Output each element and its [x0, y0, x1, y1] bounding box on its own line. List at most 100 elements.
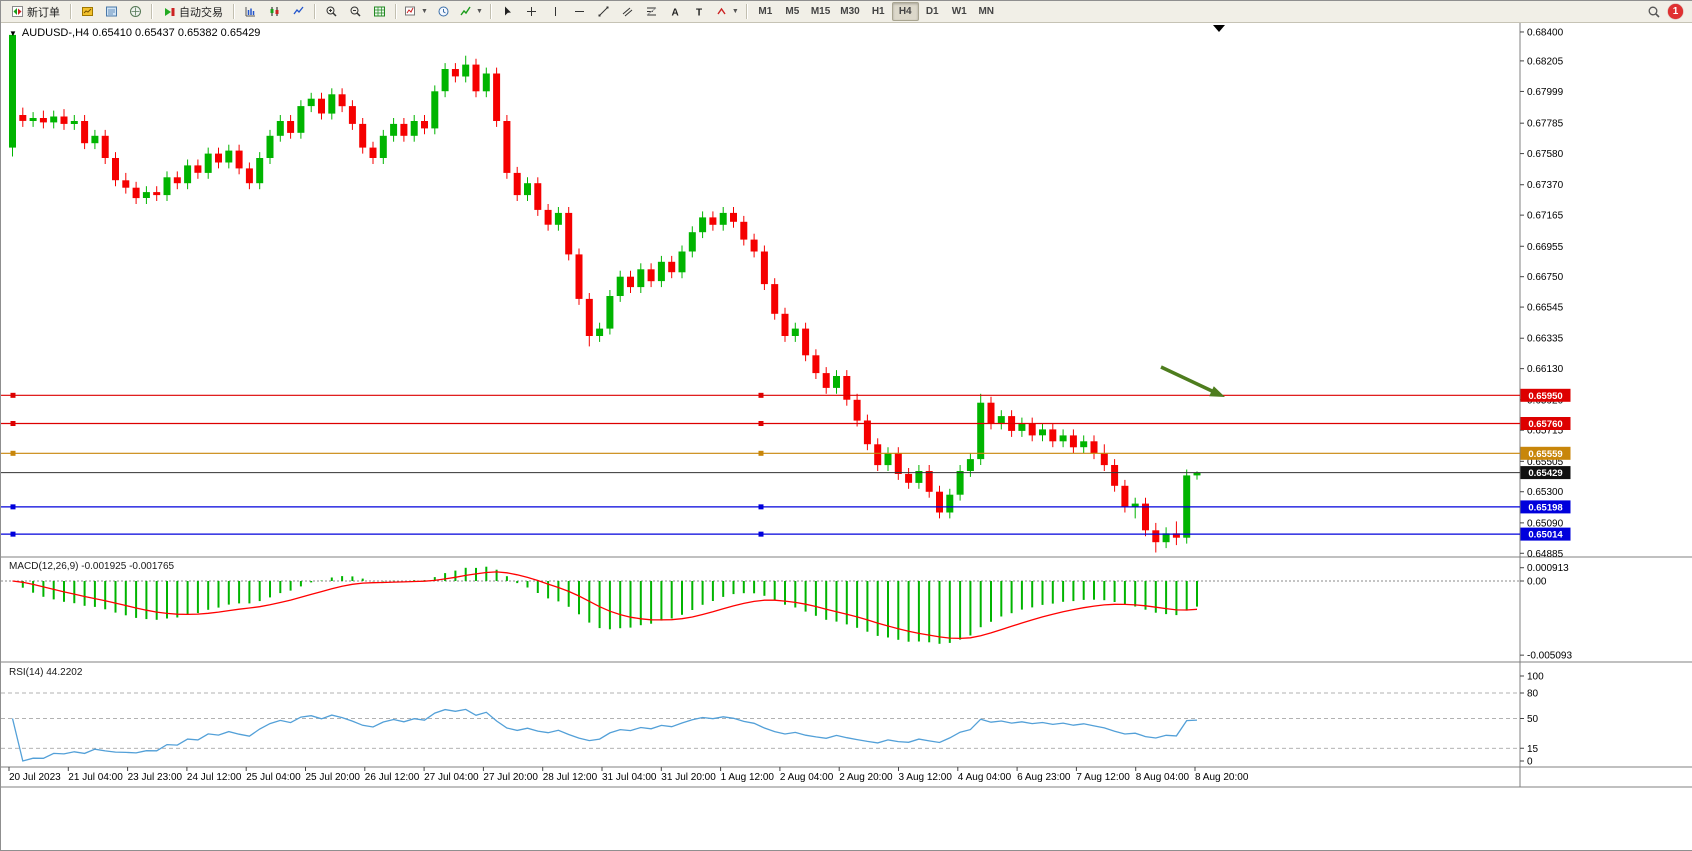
time-tick-label: 26 Jul 12:00	[365, 772, 420, 783]
candle-body	[966, 459, 974, 471]
line-handle	[758, 531, 764, 537]
navigator-button[interactable]	[124, 2, 147, 21]
candle-body	[740, 221, 748, 240]
candle-body	[1080, 441, 1088, 448]
vertical-line-tool-button[interactable]	[544, 2, 567, 21]
crosshair-icon	[526, 7, 536, 16]
autotrading-button[interactable]: 自动交易	[157, 2, 229, 21]
arrows-tool-button[interactable]: ▼	[712, 2, 742, 21]
grid-button[interactable]	[368, 2, 391, 21]
candle-body	[122, 180, 130, 188]
candle-body	[936, 491, 943, 513]
candle-body	[112, 158, 119, 181]
chart-shift-marker[interactable]	[1213, 25, 1225, 32]
zoom-in-icon	[326, 6, 337, 17]
new-order-button[interactable]: 新订单	[5, 2, 66, 21]
price-badge	[1520, 500, 1571, 514]
time-tick-label: 31 Jul 20:00	[661, 772, 716, 783]
grid-icon	[374, 6, 385, 17]
level-lines	[1, 392, 1520, 537]
toolbar-separator	[151, 4, 153, 19]
timeframe-h1-button[interactable]: H1	[871, 6, 885, 17]
timeframe-m30-button[interactable]: M30	[840, 6, 860, 17]
search-button[interactable]	[1642, 2, 1665, 21]
candle-body	[678, 251, 686, 273]
cursor-icon	[504, 6, 511, 16]
toolbar-separator	[233, 4, 235, 19]
timeframe-m5-button[interactable]: M5	[785, 6, 800, 17]
candles	[9, 32, 1201, 553]
candle-body	[513, 172, 521, 196]
candle-body	[184, 165, 192, 184]
candle-body	[462, 64, 470, 77]
market-watch-button[interactable]	[76, 2, 99, 21]
new-chart-button[interactable]: ▼	[401, 2, 431, 21]
candle-body	[379, 135, 387, 158]
candle-body	[616, 276, 624, 296]
time-tick-label: 4 Aug 04:00	[958, 772, 1012, 783]
dropdown-caret-icon: ▼	[421, 8, 428, 15]
candle-body	[534, 183, 542, 210]
price-badge	[1520, 388, 1571, 402]
candle-body	[688, 232, 696, 252]
fibonacci-tool-button[interactable]	[640, 2, 663, 21]
bar-chart-button[interactable]	[239, 2, 262, 21]
candle-body	[400, 123, 408, 136]
zoom-out-button[interactable]	[344, 2, 367, 21]
timeframe-m15-button[interactable]: M15	[810, 6, 831, 17]
time-tick-label: 25 Jul 04:00	[246, 772, 301, 783]
notification-badge[interactable]: 1	[1668, 4, 1683, 19]
candle-body	[1059, 435, 1067, 442]
candle-body	[647, 269, 655, 282]
price-tick-label: 0.66130	[1527, 364, 1564, 375]
timeframe-d1-button[interactable]: D1	[925, 6, 939, 17]
text-tool-button[interactable]: A	[664, 2, 687, 21]
trend-arrow-annotation[interactable]	[1160, 365, 1213, 393]
candle-body	[781, 313, 789, 336]
time-tick-label: 20 Jul 2023	[9, 772, 61, 783]
rsi-line	[11, 708, 1198, 762]
candle-body	[276, 121, 284, 136]
new-order-icon	[12, 6, 23, 17]
candle-body	[410, 121, 418, 136]
candle-body	[987, 402, 995, 424]
bar-chart-icon	[245, 7, 255, 17]
time-tick-label: 7 Aug 12:00	[1076, 772, 1130, 783]
zoom-in-button[interactable]	[320, 2, 343, 21]
candle-body	[390, 123, 398, 136]
candlestick-chart-button[interactable]	[263, 2, 286, 21]
line-handle	[10, 392, 16, 398]
time-tick-label: 27 Jul 04:00	[424, 772, 479, 783]
cursor-tool-button[interactable]	[496, 2, 519, 21]
candle-body	[70, 121, 78, 124]
line-handle	[10, 450, 16, 456]
candle-body	[791, 328, 799, 336]
data-window-button[interactable]	[100, 2, 123, 21]
candle-body	[39, 118, 47, 123]
label-tool-button[interactable]: T	[688, 2, 711, 21]
price-badge-label: 0.65014	[1528, 530, 1563, 541]
candle-body	[348, 106, 356, 124]
crosshair-tool-button[interactable]	[520, 2, 543, 21]
timeframe-w1-button[interactable]: W1	[951, 6, 967, 17]
timeframe-m1-button[interactable]: M1	[758, 6, 773, 17]
clock-icon	[438, 6, 449, 17]
price-badge-label: 0.65950	[1528, 391, 1562, 402]
annotations	[1160, 25, 1225, 397]
candle-body	[874, 444, 882, 466]
channel-tool-button[interactable]	[616, 2, 639, 21]
price-tick-label: 0.68205	[1527, 56, 1564, 67]
trendline-tool-button[interactable]	[592, 2, 615, 21]
macd-signal-line	[12, 571, 1198, 640]
candle-body	[1121, 485, 1129, 507]
new-chart-icon	[405, 6, 415, 16]
horizontal-line-tool-button[interactable]	[568, 2, 591, 21]
autoscroll-button[interactable]	[432, 2, 455, 21]
indicators-button[interactable]: ▼	[456, 2, 486, 21]
line-chart-button[interactable]	[287, 2, 310, 21]
timeframe-h4-button[interactable]: H4	[891, 2, 919, 21]
timeframe-mn-button[interactable]: MN	[978, 6, 994, 17]
toolbar-separator	[70, 4, 72, 19]
candle-body	[204, 153, 212, 173]
